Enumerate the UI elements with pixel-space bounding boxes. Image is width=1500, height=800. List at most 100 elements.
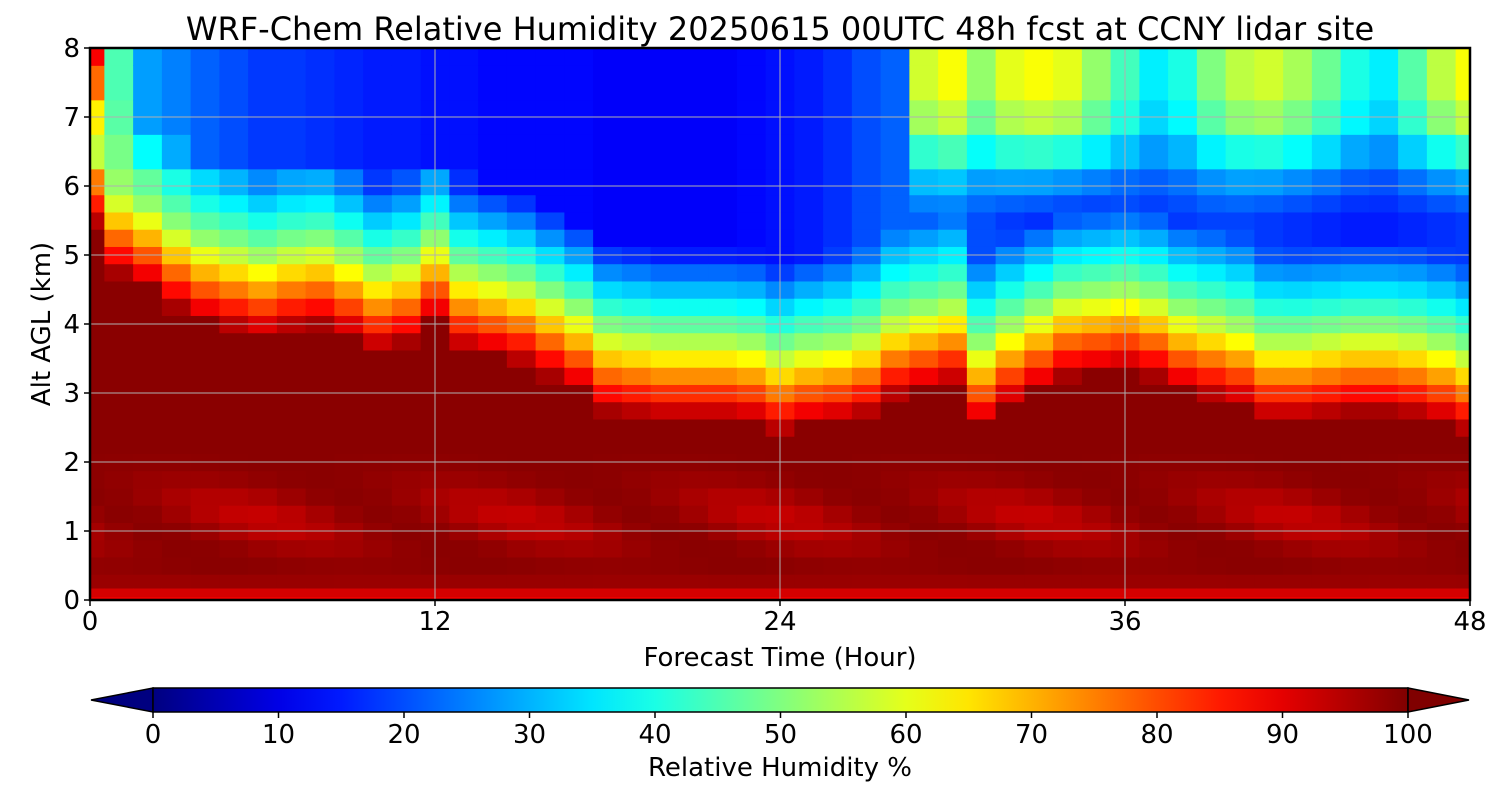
heatmap-cell: [161, 470, 192, 489]
heatmap-cell: [535, 349, 565, 368]
heatmap-cell: [1024, 367, 1054, 385]
heatmap-cell: [650, 470, 680, 489]
heatmap-cell: [248, 194, 278, 213]
heatmap-cell: [133, 487, 163, 506]
heatmap-cell: [1053, 556, 1083, 575]
heatmap-cell: [708, 134, 738, 170]
heatmap-cell: [363, 211, 393, 230]
heatmap-cell: [794, 596, 824, 600]
heatmap-cell: [1340, 48, 1370, 66]
colorbar-ticks: 0 10 20 30 40 50 60 70 80 90 100: [145, 712, 1433, 750]
heatmap-cell: [1196, 168, 1227, 196]
heatmap-cell: [161, 48, 192, 66]
heatmap-cell: [966, 367, 997, 385]
heatmap-cell: [334, 229, 364, 247]
heatmap-cell: [190, 298, 220, 316]
heatmap-cell: [219, 367, 249, 385]
heatmap-cell: [248, 298, 278, 316]
heatmap-cell: [1455, 65, 1470, 101]
heatmap-cell: [564, 298, 594, 316]
heatmap-cell: [1225, 539, 1255, 558]
heatmap-cell: [938, 596, 968, 600]
heatmap-cell: [736, 332, 767, 351]
heatmap-cell: [880, 349, 910, 368]
heatmap-cell: [880, 168, 910, 196]
heatmap-cell: [564, 505, 594, 523]
heatmap-cell: [1139, 401, 1169, 420]
heatmap-cell: [1283, 574, 1313, 589]
heatmap-cell: [1168, 367, 1198, 385]
heatmap-cell: [305, 596, 335, 600]
heatmap-cell: [995, 263, 1025, 282]
heatmap-cell: [391, 65, 422, 101]
heatmap-cell: [966, 229, 997, 247]
heatmap-cell: [708, 401, 738, 420]
heatmap-cell: [363, 596, 393, 600]
heatmap-cell: [851, 298, 882, 316]
heatmap-cell: [1426, 587, 1457, 598]
heatmap-cell: [104, 539, 134, 558]
heatmap-cell: [909, 539, 939, 558]
heatmap-cell: [334, 596, 364, 600]
heatmap-cell: [621, 280, 652, 299]
heatmap-cell: [133, 229, 163, 247]
heatmap-cell: [1426, 48, 1457, 66]
heatmap-cell: [90, 574, 105, 589]
heatmap-cell: [133, 349, 163, 368]
heatmap-cell: [190, 349, 220, 368]
heatmap-cell: [305, 401, 335, 420]
heatmap-cell: [449, 168, 479, 196]
heatmap-cell: [995, 487, 1025, 506]
heatmap-cell: [391, 211, 422, 230]
heatmap-cell: [104, 487, 134, 506]
heatmap-cell: [995, 505, 1025, 523]
heatmap-cell: [1225, 48, 1255, 66]
heatmap-cell: [1283, 470, 1313, 489]
heatmap-cell: [1024, 280, 1054, 299]
y-tick-label: 4: [63, 310, 80, 340]
y-tick-label: 2: [63, 448, 80, 478]
heatmap-cell: [1024, 229, 1054, 247]
heatmap-cell: [909, 229, 939, 247]
heatmap-cell: [1369, 298, 1399, 316]
heatmap-cell: [1168, 194, 1198, 213]
heatmap-cell: [823, 505, 853, 523]
heatmap-cell: [1426, 134, 1457, 170]
heatmap-cell: [621, 367, 652, 385]
heatmap-cell: [391, 48, 422, 66]
heatmap-cell: [851, 596, 882, 600]
heatmap-cell: [219, 298, 249, 316]
heatmap-cell: [1081, 349, 1112, 368]
heatmap-cell: [1053, 436, 1083, 454]
heatmap-cell: [938, 194, 968, 213]
heatmap-cell: [133, 574, 163, 589]
heatmap-cell: [363, 280, 393, 299]
heatmap-cell: [1168, 211, 1198, 230]
heatmap-cell: [1340, 349, 1370, 368]
heatmap-cell: [736, 194, 767, 213]
heatmap-cell: [449, 280, 479, 299]
heatmap-cell: [1081, 65, 1112, 101]
heatmap-cell: [1398, 401, 1428, 420]
heatmap-cell: [823, 280, 853, 299]
heatmap-cell: [1426, 556, 1457, 575]
heatmap-cell: [851, 332, 882, 351]
heatmap-cell: [276, 367, 307, 385]
heatmap-cell: [1196, 556, 1227, 575]
heatmap-cell: [248, 596, 278, 600]
heatmap-cell: [909, 332, 939, 351]
heatmap-cell: [1369, 280, 1399, 299]
heatmap-cell: [909, 436, 939, 454]
heatmap-cell: [679, 48, 709, 66]
colorbar-tick-label: 70: [1015, 720, 1048, 750]
heatmap-cell: [133, 596, 163, 600]
heatmap-cell: [851, 134, 882, 170]
heatmap-cell: [190, 168, 220, 196]
heatmap-cell: [190, 505, 220, 523]
heatmap-cell: [1254, 332, 1284, 351]
heatmap-cell: [1053, 134, 1083, 170]
heatmap-cell: [1369, 194, 1399, 213]
heatmap-cell: [1196, 596, 1227, 600]
heatmap-cell: [391, 298, 422, 316]
heatmap-cell: [1024, 401, 1054, 420]
